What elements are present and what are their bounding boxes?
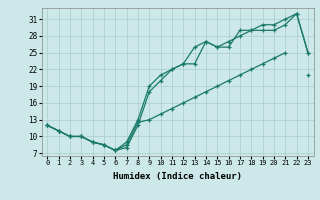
X-axis label: Humidex (Indice chaleur): Humidex (Indice chaleur) (113, 172, 242, 181)
